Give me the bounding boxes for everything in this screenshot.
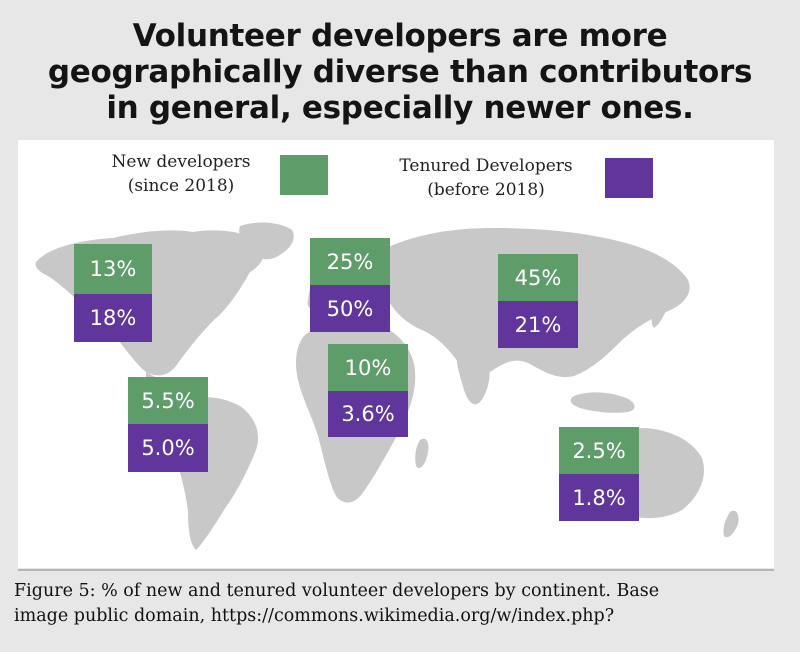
oceania-tenured-stat: 1.8% [559,474,639,521]
legend-new-line1: New developers [111,152,251,172]
japan-landmass [651,288,669,328]
legend-tenured-label: Tenured Developers (before 2018) [386,154,586,202]
india-landmass [456,345,490,405]
europe-new-stat: 25% [310,238,390,285]
page-title: Volunteer developers are more geographic… [0,18,800,126]
legend-new-line2: (since 2018) [127,176,235,196]
new-zealand-landmass [723,510,739,538]
africa-tenured-stat: 3.6% [328,391,408,437]
africa-new-stat: 10% [328,344,408,391]
south-america-new-stat: 5.5% [128,377,208,424]
greenland-landmass [239,222,294,260]
oceania-new-stat: 2.5% [559,427,639,474]
europe-tenured-stat: 50% [310,285,390,332]
asia-new-stat: 45% [498,254,578,301]
title-line: in general, especially newer ones. [106,90,694,126]
legend-tenured-line1: Tenured Developers [399,156,573,176]
caption-line: Figure 5: % of new and tenured volunteer… [14,581,660,601]
legend-new-label: New developers (since 2018) [96,150,266,198]
asia-tenured-stat: 21% [498,301,578,348]
southeast-asia-landmass [570,392,635,413]
legend-tenured-swatch [605,158,653,198]
title-line: Volunteer developers are more [132,18,668,54]
legend-new-swatch [280,155,328,195]
title-line: geographically diverse than contributors [47,54,753,90]
figure-caption: Figure 5: % of new and tenured volunteer… [14,579,790,629]
north-america-tenured-stat: 18% [74,294,152,342]
legend-tenured-line2: (before 2018) [427,180,545,200]
map-panel: New developers (since 2018) Tenured Deve… [18,140,774,568]
north-america-new-stat: 13% [74,244,152,294]
south-america-tenured-stat: 5.0% [128,424,208,472]
caption-line: image public domain, https://commons.wik… [14,606,615,626]
caption-divider [18,569,774,571]
madagascar-landmass [415,438,429,469]
